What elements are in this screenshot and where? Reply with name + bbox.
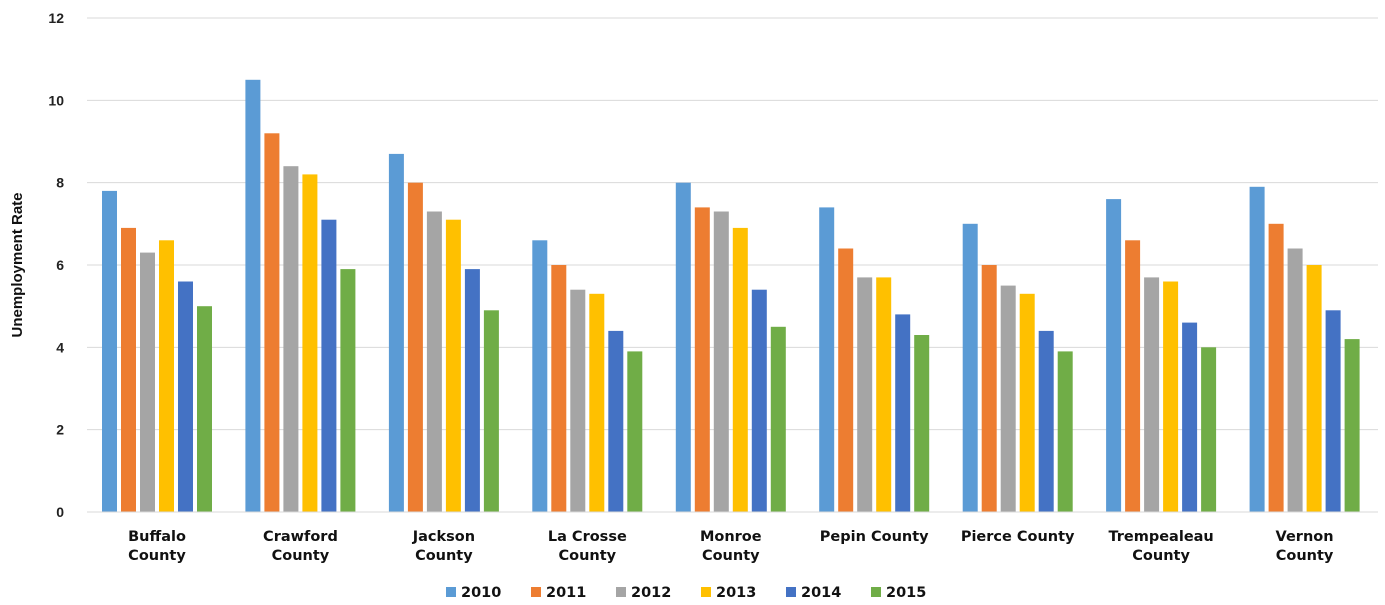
- bar-2014-3: [608, 330, 624, 512]
- y-axis-label: Unemployment Rate: [9, 192, 26, 337]
- legend-swatch-2015: [871, 587, 881, 597]
- legend-swatch-2012: [616, 587, 626, 597]
- bar-2013-3: [589, 293, 605, 512]
- bar-2014-2: [464, 269, 480, 512]
- bar-2013-1: [302, 174, 318, 512]
- bar-2014-8: [1325, 310, 1341, 512]
- bar-2010-3: [532, 240, 548, 513]
- bar-2014-1: [321, 219, 337, 512]
- bar-2013-8: [1306, 265, 1322, 512]
- category-label: La Crosse County: [548, 529, 627, 564]
- bar-2010-8: [1249, 186, 1265, 513]
- bar-2015-4: [770, 326, 786, 513]
- bar-2013-0: [159, 240, 174, 513]
- bar-2010-6: [962, 223, 978, 513]
- legend-label-2011: 2011: [546, 585, 586, 601]
- bar-2012-0: [140, 252, 155, 512]
- y-tick-label: 4: [56, 339, 64, 355]
- legend-label-2010: 2010: [461, 585, 501, 601]
- bar-2015-7: [1201, 347, 1217, 512]
- y-tick-label: 2: [56, 422, 64, 438]
- category-label: Pierce County: [961, 529, 1075, 545]
- bar-2012-1: [283, 166, 299, 512]
- bar-2010-1: [245, 79, 261, 513]
- legend-label-2014: 2014: [801, 585, 841, 601]
- category-label: Trempealeau County: [1108, 529, 1213, 564]
- bars: [102, 79, 1360, 513]
- bar-2010-4: [675, 182, 691, 512]
- bar-2015-2: [483, 310, 499, 512]
- category-label: Crawford County: [263, 529, 338, 564]
- bar-2014-0: [178, 281, 193, 512]
- bar-2011-5: [838, 248, 854, 512]
- bar-2015-1: [340, 269, 356, 512]
- bar-2011-7: [1125, 240, 1141, 513]
- bar-2011-2: [407, 182, 423, 512]
- bar-2015-5: [914, 335, 930, 512]
- y-tick-label: 0: [56, 504, 64, 520]
- y-axis-ticks: 0 2 4 6 8 10 12: [48, 10, 64, 520]
- bar-2010-7: [1106, 199, 1122, 512]
- bar-2015-8: [1344, 339, 1360, 512]
- legend-label-2013: 2013: [716, 585, 756, 601]
- bar-2011-4: [694, 207, 710, 512]
- y-tick-label: 10: [48, 92, 64, 108]
- bar-2014-7: [1182, 322, 1198, 512]
- category-label: Buffalo County: [128, 529, 186, 564]
- bar-2011-3: [551, 265, 567, 512]
- y-tick-label: 8: [56, 175, 64, 191]
- bar-2010-5: [819, 207, 835, 512]
- gridlines: [87, 17, 1378, 431]
- category-label: Jackson County: [412, 529, 475, 564]
- bar-2012-4: [713, 211, 729, 512]
- bar-2011-1: [264, 133, 280, 513]
- bar-2012-3: [570, 289, 586, 512]
- bar-2012-6: [1000, 285, 1016, 512]
- category-label: Vernon County: [1276, 529, 1334, 564]
- category-label: Pepin County: [820, 529, 929, 545]
- bar-2012-5: [857, 277, 873, 512]
- legend: 2010 2011 2012 2013 2014 2015: [446, 585, 926, 601]
- bar-2011-0: [121, 227, 136, 512]
- y-tick-label: 12: [48, 10, 64, 26]
- legend-swatch-2011: [531, 587, 541, 597]
- y-tick-label: 6: [56, 257, 64, 273]
- bar-2012-8: [1287, 248, 1303, 512]
- legend-swatch-2013: [701, 587, 711, 597]
- bar-2013-7: [1163, 281, 1179, 512]
- bar-2011-6: [981, 265, 997, 512]
- bar-2013-6: [1019, 293, 1035, 512]
- category-label: Monroe County: [700, 529, 762, 564]
- bar-2014-5: [895, 314, 911, 512]
- legend-label-2012: 2012: [631, 585, 671, 601]
- legend-swatch-2010: [446, 587, 456, 597]
- bar-2013-4: [732, 227, 748, 512]
- bar-2014-6: [1038, 330, 1054, 512]
- bar-2013-5: [876, 277, 892, 512]
- bar-2015-6: [1057, 351, 1073, 512]
- bar-2015-0: [197, 306, 212, 512]
- category-labels: Buffalo County Crawford County Jackson County…: [128, 529, 1334, 564]
- bar-2010-2: [388, 153, 404, 512]
- bar-2010-0: [102, 190, 117, 512]
- bar-2012-2: [426, 211, 442, 512]
- bar-2013-2: [445, 219, 461, 512]
- bar-2015-3: [627, 351, 643, 512]
- legend-label-2015: 2015: [886, 585, 926, 601]
- bar-2012-7: [1144, 277, 1160, 512]
- bar-2011-8: [1268, 223, 1284, 513]
- bar-2014-4: [751, 289, 767, 512]
- legend-swatch-2014: [786, 587, 796, 597]
